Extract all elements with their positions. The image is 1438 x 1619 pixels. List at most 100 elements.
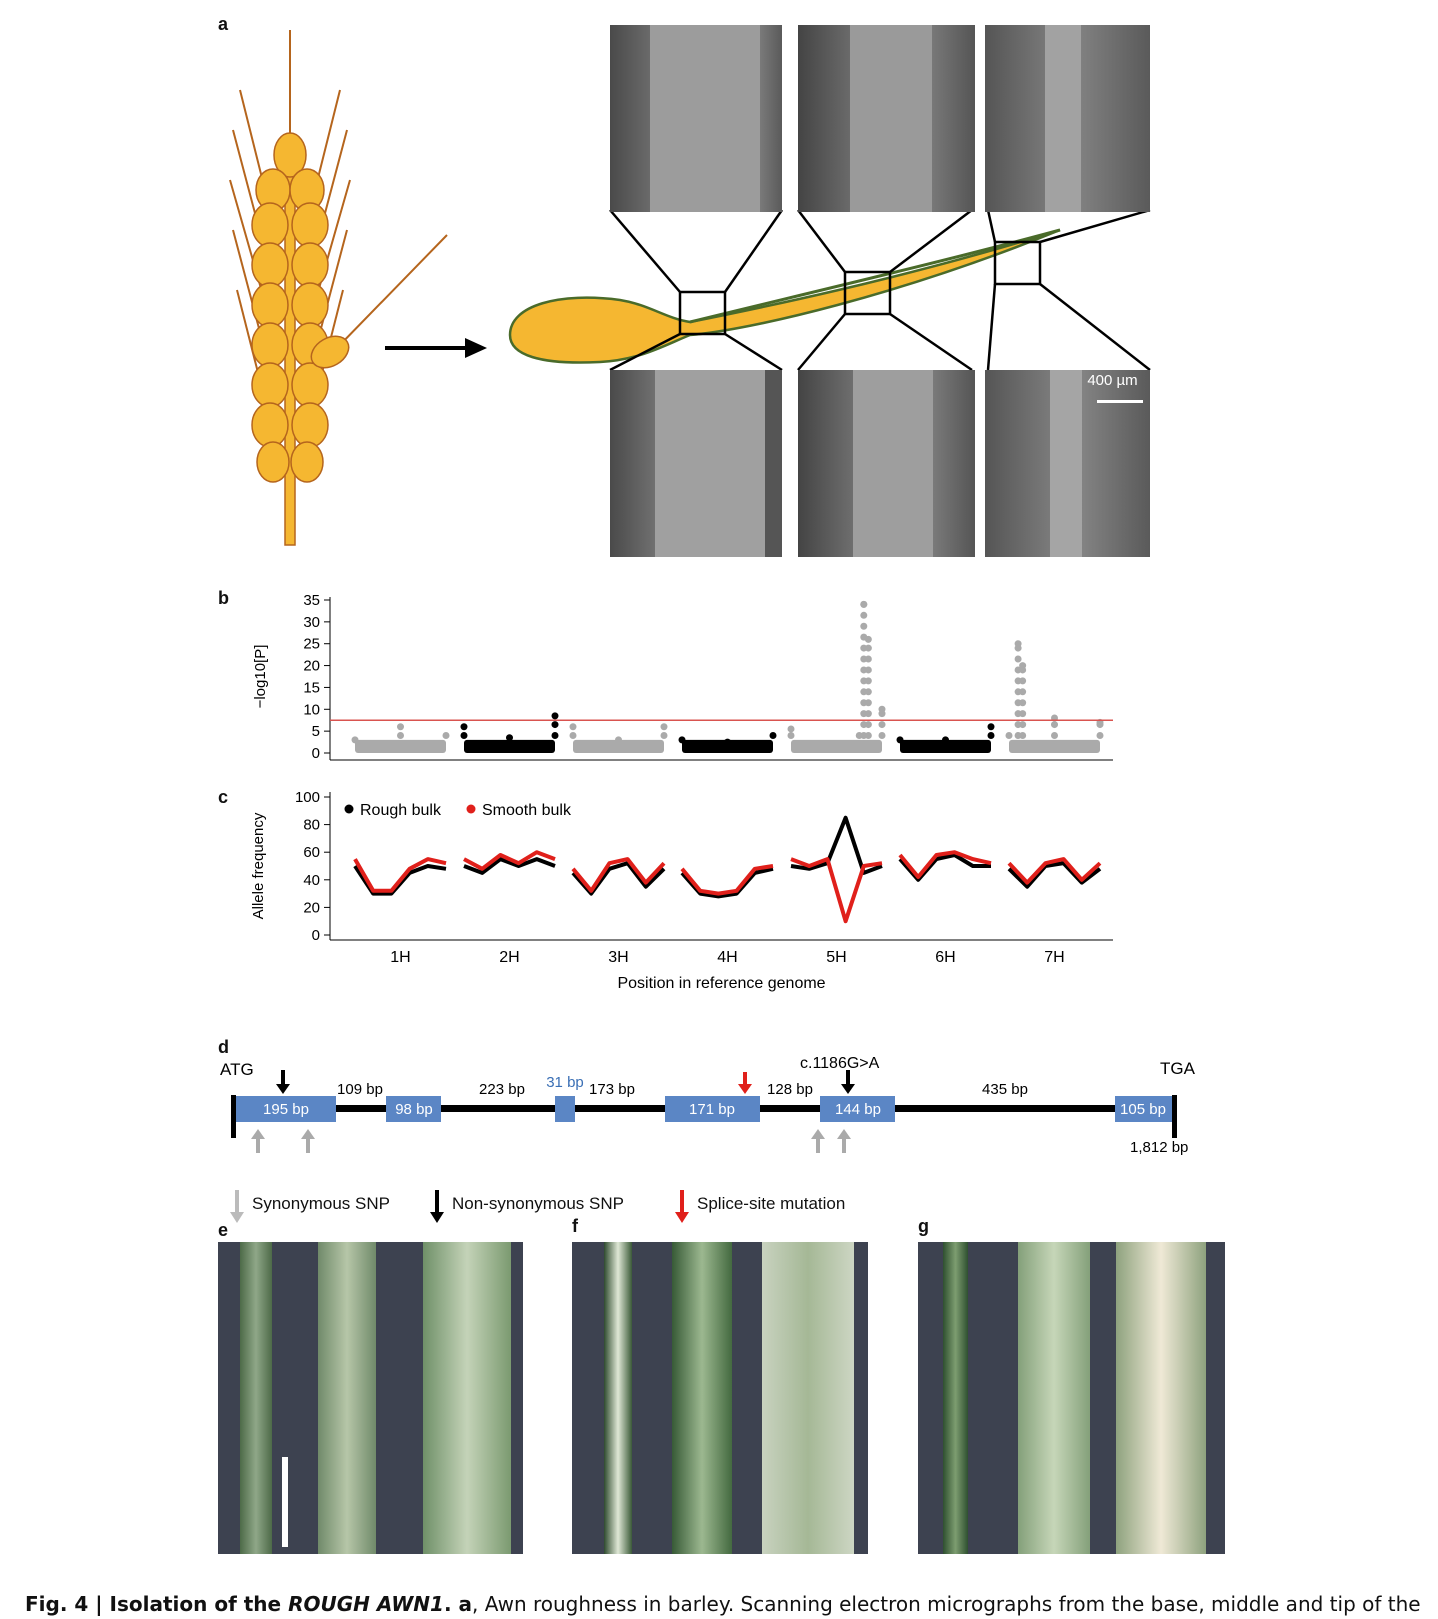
snp-point bbox=[1014, 640, 1022, 648]
snp-point bbox=[442, 732, 450, 740]
snp-point bbox=[787, 732, 795, 740]
sem-smooth-tip: 400 µm bbox=[985, 370, 1150, 557]
allele-line-rough-bulk bbox=[463, 857, 556, 875]
barley-spike-illustration bbox=[229, 30, 487, 546]
snp-point bbox=[660, 723, 668, 731]
snp-point bbox=[860, 600, 868, 608]
snp-point bbox=[397, 723, 404, 731]
x-tick-label: 2H bbox=[499, 949, 519, 966]
allele-line-smooth-bulk bbox=[680, 864, 774, 896]
snp-band bbox=[573, 739, 664, 753]
y-tick-label: 5 bbox=[312, 723, 320, 740]
snp-point bbox=[551, 712, 559, 720]
snp-point bbox=[1014, 655, 1022, 663]
y-tick-label: 0 bbox=[312, 745, 320, 762]
snp-point bbox=[724, 738, 731, 746]
y-tick-label: 25 bbox=[303, 636, 320, 653]
intron-4-label: 128 bp bbox=[767, 1081, 813, 1098]
caption-text: , Awn roughness in barley. Scanning elec… bbox=[472, 1592, 1425, 1616]
legend-label: Smooth bulk bbox=[482, 802, 572, 819]
snp-point bbox=[1051, 732, 1058, 740]
awn-zoom-diagram bbox=[508, 208, 1151, 372]
panel-label-d: d bbox=[218, 1037, 229, 1057]
snp-point bbox=[864, 699, 872, 707]
snp-point bbox=[864, 732, 872, 740]
y-axis-label: −log10[P] bbox=[252, 645, 269, 709]
intron-3-label: 173 bp bbox=[589, 1081, 635, 1098]
snp-point bbox=[678, 736, 686, 744]
snp-point bbox=[987, 732, 995, 740]
scale-bar-label: 400 µm bbox=[1087, 372, 1138, 389]
legend-splice-site: Splice-site mutation bbox=[697, 1194, 846, 1213]
snp-point bbox=[351, 736, 359, 744]
panel-label-b: b bbox=[218, 588, 229, 608]
allele-line-smooth-bulk bbox=[353, 857, 447, 893]
exon-6 bbox=[1115, 1096, 1172, 1122]
x-tick-label: 5H bbox=[826, 949, 846, 966]
figure-caption: Fig. 4 | Isolation of the ROUGH AWN1. a,… bbox=[25, 1592, 1425, 1616]
snp-point bbox=[864, 710, 872, 718]
allele-line-smooth-bulk bbox=[898, 850, 992, 879]
allele-line-rough-bulk bbox=[790, 815, 883, 875]
legend-marker bbox=[344, 804, 354, 814]
caption-gene: ROUGH AWN1 bbox=[288, 1592, 444, 1616]
x-tick-label: 4H bbox=[717, 949, 737, 966]
snp-point bbox=[1019, 662, 1027, 670]
panel-label-c: c bbox=[218, 787, 229, 807]
scale-bar-e bbox=[282, 1457, 288, 1547]
y-tick-label: 80 bbox=[303, 817, 320, 834]
snp-point bbox=[864, 721, 872, 729]
intron-2-label: 223 bp bbox=[479, 1081, 525, 1098]
exon-1-label: 195 bp bbox=[263, 1101, 309, 1118]
panel-label-g: g bbox=[918, 1216, 929, 1236]
snp-point bbox=[551, 721, 559, 729]
exon-2 bbox=[386, 1096, 441, 1122]
sem-smooth-middle bbox=[798, 370, 975, 557]
allele-line-rough-bulk bbox=[1007, 861, 1102, 889]
exon-4-label: 171 bp bbox=[689, 1101, 735, 1118]
snp-point bbox=[460, 723, 468, 731]
snp-point bbox=[460, 732, 468, 740]
mutation-label: c.1186G>A bbox=[800, 1055, 880, 1072]
panel-label-a: a bbox=[218, 14, 229, 34]
gene-structure-diagram: ATG TGA c.1186G>A 195 bp 98 bp 171 bp 14… bbox=[220, 1055, 1196, 1156]
legend-nonsynonymous: Non-synonymous SNP bbox=[452, 1194, 624, 1213]
y-tick-label: 35 bbox=[303, 595, 320, 609]
snp-point bbox=[660, 732, 668, 740]
snp-point bbox=[397, 732, 404, 740]
legend-marker bbox=[466, 804, 476, 814]
snp-point bbox=[1051, 721, 1058, 729]
snp-point bbox=[1005, 732, 1013, 740]
snp-band bbox=[464, 739, 555, 753]
snp-point bbox=[878, 705, 886, 713]
snp-point bbox=[864, 666, 872, 674]
y-tick-label: 100 bbox=[295, 792, 320, 806]
snp-band bbox=[682, 739, 773, 753]
exon-1 bbox=[236, 1096, 336, 1122]
snp-point bbox=[860, 622, 868, 630]
snp-point bbox=[878, 732, 886, 740]
snp-band bbox=[900, 739, 991, 753]
legend-synonymous: Synonymous SNP bbox=[252, 1194, 390, 1213]
allele-frequency-plot: 0 20 40 60 80 100 Allele frequency 1H 2H 3H 4H 5H 6H… bbox=[250, 792, 1113, 992]
exon-5 bbox=[820, 1096, 895, 1122]
snp-band bbox=[1009, 739, 1100, 753]
manhattan-plot: 0 5 10 15 20 25 30 35 −log10[P] bbox=[252, 595, 1113, 762]
snp-point bbox=[569, 732, 577, 740]
photo-panel-g bbox=[918, 1242, 1225, 1554]
y-tick-label: 30 bbox=[303, 614, 320, 631]
y-tick-label: 60 bbox=[303, 844, 320, 861]
snp-point bbox=[787, 725, 795, 733]
snp-point bbox=[1019, 688, 1027, 696]
snp-point bbox=[896, 736, 904, 744]
snp-point bbox=[1019, 710, 1027, 718]
snp-point bbox=[506, 734, 513, 742]
y-tick-label: 15 bbox=[303, 679, 320, 696]
intron-1-label: 109 bp bbox=[337, 1081, 383, 1098]
snp-point bbox=[1096, 732, 1104, 740]
exon-5-label: 144 bp bbox=[835, 1101, 881, 1118]
legend-label: Rough bulk bbox=[360, 802, 442, 819]
snp-point bbox=[569, 723, 577, 731]
snp-point bbox=[864, 688, 872, 696]
exon-3 bbox=[555, 1096, 575, 1122]
